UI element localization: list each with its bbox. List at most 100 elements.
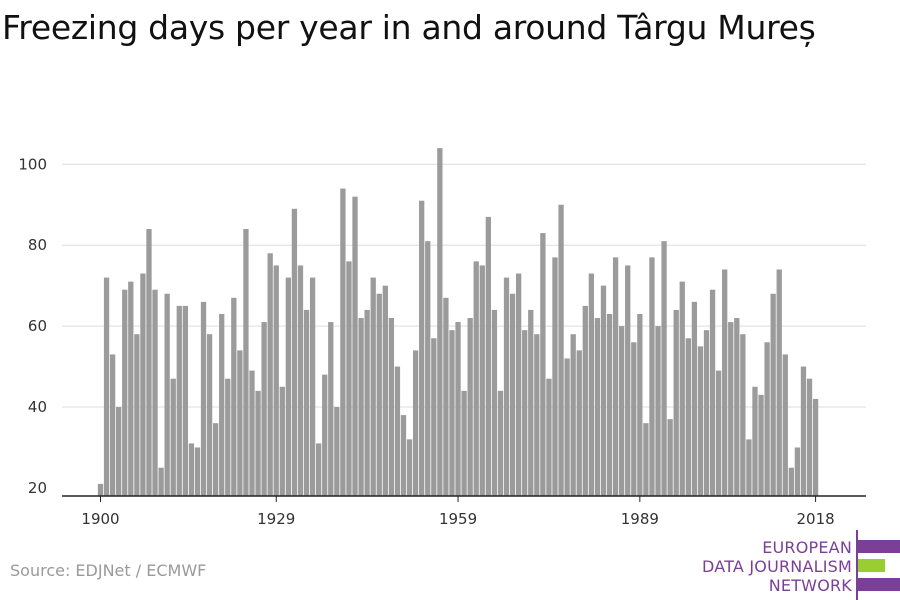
bar-2002 — [715, 370, 722, 496]
y-tick-labels: 20 40 60 80 100 — [18, 155, 47, 497]
bar-1978 — [570, 334, 576, 496]
bar-1910 — [158, 467, 164, 496]
bar-1929 — [273, 265, 279, 496]
bar-1939 — [334, 407, 340, 496]
bar-1956 — [437, 148, 443, 496]
bar-1918 — [206, 334, 213, 496]
bar-1947 — [382, 285, 388, 496]
y-tick-label: 100 — [18, 155, 47, 173]
x-axis — [62, 495, 866, 502]
bar-2017 — [806, 378, 813, 496]
bar-1907 — [140, 273, 146, 496]
bar-1935 — [309, 277, 316, 496]
bar-1968 — [509, 293, 516, 496]
bar-1933 — [297, 265, 304, 496]
bar-1911 — [164, 293, 170, 496]
bar-1981 — [588, 273, 595, 496]
source-note: Source: EDJNet / ECMWF — [10, 561, 207, 580]
x-tick-label: 1929 — [257, 510, 295, 528]
bar-1955 — [431, 338, 437, 496]
bar-1988 — [631, 342, 637, 496]
y-tick-label: 60 — [28, 317, 47, 335]
bar-1959 — [455, 322, 461, 496]
bar-2010 — [764, 342, 770, 496]
edjnet-logo: EUROPEAN DATA JOURNALISM NETWORK — [700, 530, 900, 600]
bar-2003 — [722, 269, 728, 496]
bar-1994 — [667, 419, 673, 496]
bar-2012 — [776, 269, 782, 496]
bar-1985 — [612, 257, 619, 496]
bar-1944 — [364, 309, 370, 496]
bar-1925 — [249, 370, 255, 496]
bar-1958 — [449, 330, 455, 496]
bar-1930 — [279, 386, 285, 496]
bar-1953 — [419, 200, 425, 496]
bar-1927 — [261, 322, 267, 496]
bar-1921 — [225, 378, 231, 496]
x-tick-label: 1900 — [81, 510, 119, 528]
bar-2015 — [794, 447, 801, 496]
bar-1904 — [122, 289, 128, 496]
bar-1941 — [346, 261, 352, 496]
bar-1948 — [388, 318, 395, 496]
bar-1915 — [188, 443, 195, 496]
bar-1932 — [291, 208, 298, 496]
bar-2011 — [770, 293, 776, 496]
bar-1908 — [146, 229, 152, 496]
bar-1938 — [328, 322, 334, 496]
bar-1963 — [479, 265, 485, 496]
bar-2000 — [703, 330, 710, 496]
chart-title: Freezing days per year in and around Târ… — [2, 8, 816, 47]
logo-text-data-journalism: DATA JOURNALISM — [702, 557, 852, 576]
bar-1997 — [685, 338, 691, 496]
bar-1936 — [316, 443, 322, 496]
bar-1977 — [564, 358, 570, 496]
bar-1934 — [303, 309, 310, 496]
bar-1971 — [528, 309, 534, 496]
bar-2005 — [734, 318, 740, 496]
bar-2001 — [709, 289, 716, 496]
bar-1940 — [340, 188, 346, 496]
bar-2007 — [746, 439, 752, 496]
bar-1966 — [497, 390, 504, 496]
bar-1974 — [546, 378, 552, 496]
bar-1990 — [643, 423, 649, 496]
bar-2016 — [800, 366, 807, 496]
bar-1923 — [237, 350, 243, 496]
bar-1946 — [376, 293, 382, 496]
bar-1909 — [152, 289, 158, 496]
bar-1917 — [200, 301, 207, 496]
bar-1980 — [582, 305, 588, 496]
bar-1961 — [467, 318, 473, 496]
y-tick-label: 80 — [28, 236, 47, 254]
bar-1954 — [425, 241, 431, 496]
x-tick-label: 2018 — [796, 510, 834, 528]
bar-1919 — [212, 423, 219, 496]
bar-1950 — [400, 415, 407, 496]
bar-1912 — [170, 378, 176, 496]
bar-2014 — [788, 467, 794, 496]
bar-1972 — [534, 334, 540, 496]
bar-1952 — [412, 350, 419, 496]
bar-1965 — [491, 309, 498, 496]
x-tick-label: 1959 — [439, 510, 477, 528]
bar-1975 — [552, 257, 558, 496]
bar-1970 — [522, 330, 528, 496]
y-tick-label: 20 — [28, 479, 47, 497]
bar-1901 — [103, 277, 110, 496]
bar-1991 — [649, 257, 655, 496]
bar-1999 — [697, 346, 704, 496]
bar-1914 — [182, 305, 188, 496]
bar-1900 — [97, 483, 104, 496]
logo-bar-purple-bottom — [858, 578, 900, 591]
bar-1987 — [625, 265, 631, 496]
bar-1922 — [231, 297, 237, 496]
x-tick-label: 1989 — [621, 510, 659, 528]
bar-1969 — [515, 273, 522, 496]
bar-1993 — [661, 241, 667, 496]
bar-1979 — [576, 350, 582, 496]
bar-1982 — [594, 318, 601, 496]
bar-1906 — [134, 334, 140, 496]
bar-1937 — [322, 374, 328, 496]
